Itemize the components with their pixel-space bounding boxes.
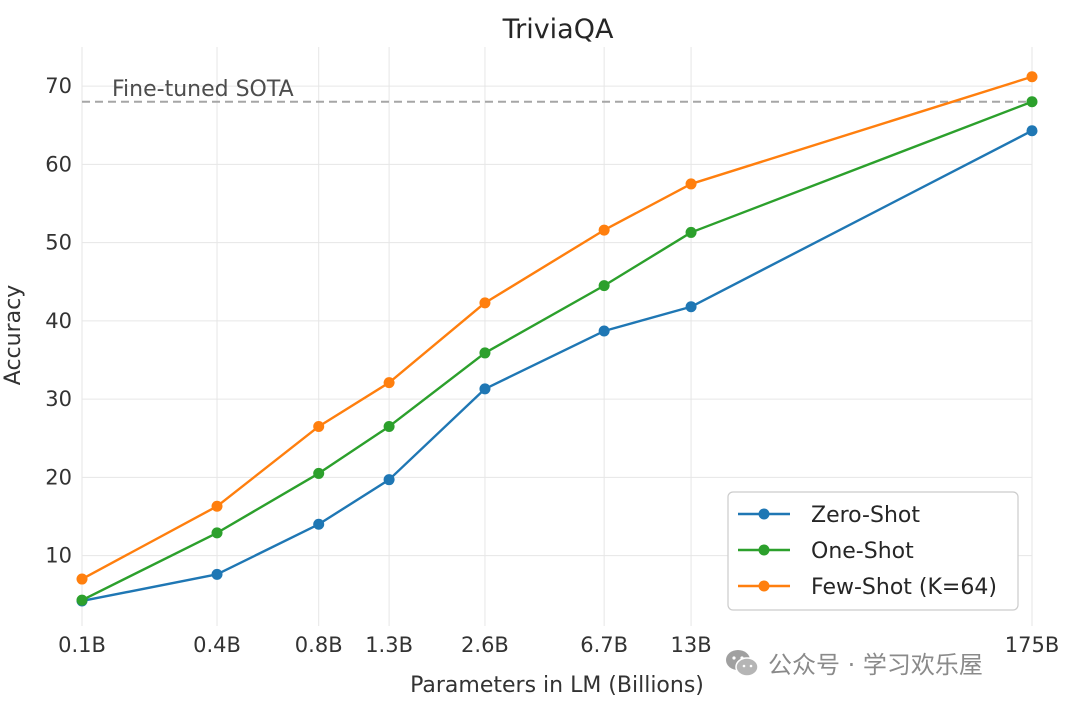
y-tick-label: 70 — [45, 74, 72, 98]
watermark-text: 公众号 · 学习欢乐屋 — [768, 651, 983, 679]
data-point — [76, 573, 88, 585]
y-tick-label: 60 — [45, 152, 72, 176]
data-point — [383, 420, 395, 432]
y-tick-label: 20 — [45, 465, 72, 489]
legend-label: One-Shot — [811, 539, 914, 564]
y-axis-label: Accuracy — [1, 285, 26, 385]
data-point — [685, 226, 697, 238]
data-point — [598, 325, 610, 337]
legend-marker — [758, 580, 770, 592]
data-point — [211, 527, 223, 539]
legend-label: Zero-Shot — [811, 503, 920, 528]
series-1 — [76, 96, 1038, 606]
data-point — [76, 594, 88, 606]
x-tick-label: 2.6B — [461, 633, 509, 657]
watermark: 公众号 · 学习欢乐屋 — [724, 645, 983, 680]
data-point — [479, 347, 491, 359]
legend-box — [727, 491, 1019, 611]
data-point — [479, 383, 491, 395]
data-point — [313, 518, 325, 530]
data-point — [211, 500, 223, 512]
data-point — [211, 568, 223, 580]
data-point — [598, 280, 610, 292]
x-tick-label: 1.3B — [365, 633, 413, 657]
x-tick-label: 0.1B — [58, 633, 106, 657]
y-tick-label: 40 — [45, 309, 72, 333]
y-tick-label: 30 — [45, 387, 72, 411]
data-point — [383, 377, 395, 389]
series-2 — [76, 71, 1038, 585]
data-point — [479, 297, 491, 309]
data-point — [383, 474, 395, 486]
reference-line: Fine-tuned SOTA — [82, 77, 1032, 103]
x-axis-ticks: 0.1B 0.4B 0.8B 1.3B 2.6B 6.7B 13B 175B — [58, 633, 1059, 657]
legend-marker — [758, 508, 770, 520]
data-point — [1026, 96, 1038, 108]
data-point — [685, 178, 697, 190]
legend-marker — [758, 544, 770, 556]
legend: Zero-Shot One-Shot Few-Shot (K=64) — [727, 491, 1019, 611]
series-line — [81, 100, 1033, 602]
x-tick-label: 13B — [670, 633, 711, 657]
legend-label: Few-Shot (K=64) — [811, 575, 997, 600]
x-tick-label: 0.8B — [295, 633, 343, 657]
y-axis-ticks: 10 20 30 40 50 60 70 — [45, 74, 72, 567]
x-tick-label: 0.4B — [193, 633, 241, 657]
data-point — [598, 224, 610, 236]
series-line — [81, 75, 1033, 581]
data-point — [685, 301, 697, 313]
y-tick-label: 50 — [45, 231, 72, 255]
wechat-icon — [726, 649, 759, 677]
data-point — [313, 420, 325, 432]
data-point — [1026, 125, 1038, 137]
x-tick-label: 175B — [1005, 633, 1060, 657]
series-line — [81, 129, 1033, 603]
x-tick-label: 6.7B — [580, 633, 628, 657]
x-axis-label: Parameters in LM (Billions) — [410, 673, 704, 698]
data-point — [313, 467, 325, 479]
series-layer — [76, 71, 1038, 607]
chart-title: TriviaQA — [502, 14, 614, 45]
sota-label: Fine-tuned SOTA — [112, 77, 294, 102]
y-tick-label: 10 — [45, 544, 72, 568]
data-point — [1026, 71, 1038, 83]
